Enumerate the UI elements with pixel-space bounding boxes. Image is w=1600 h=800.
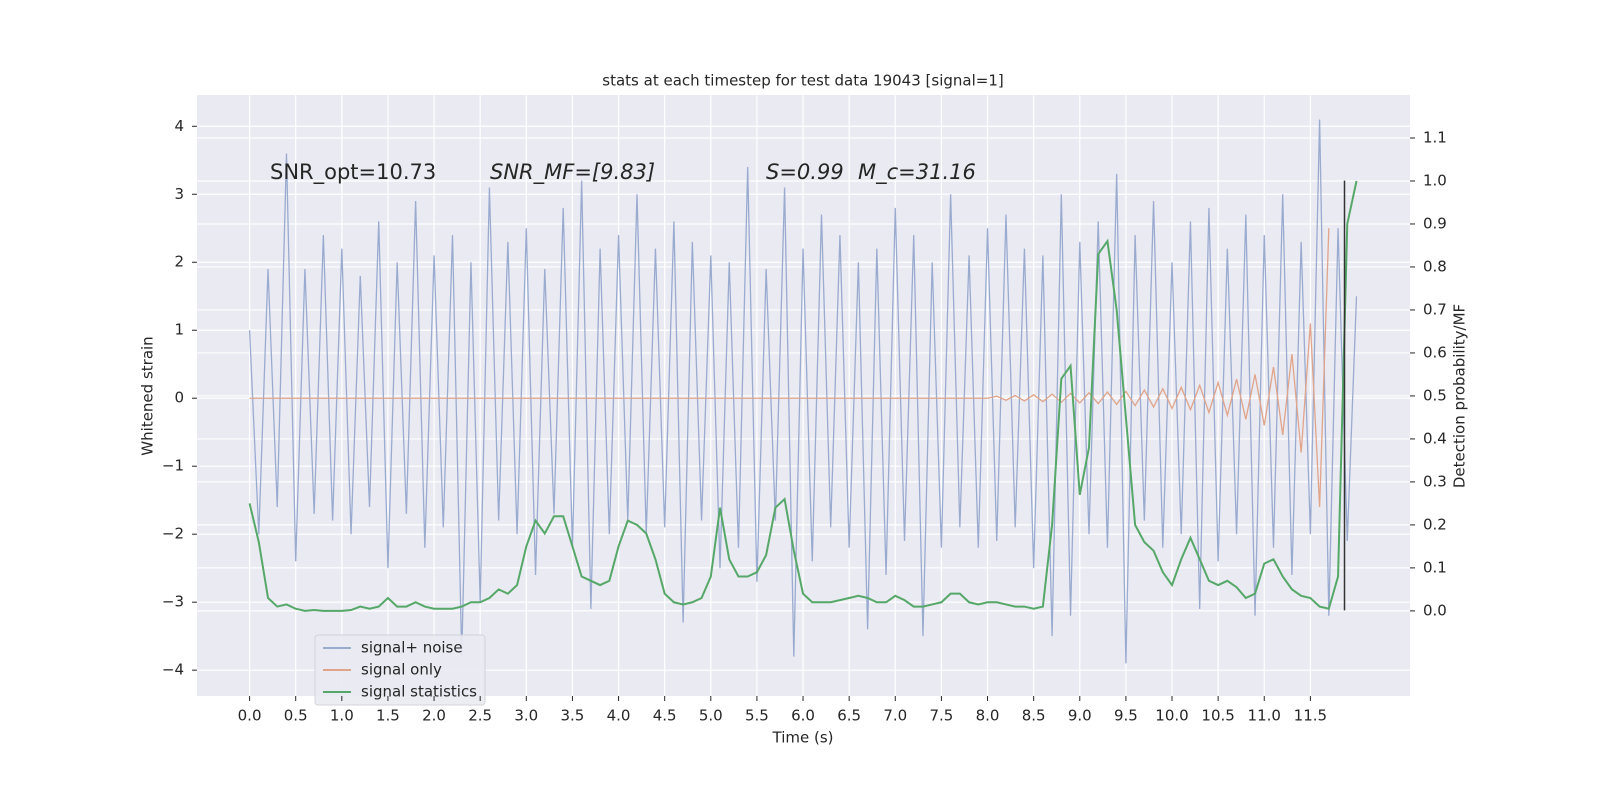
x-tick-label: 5.0 <box>699 707 723 725</box>
y2-tick-label: 0.5 <box>1423 386 1447 404</box>
y-tick-label: −2 <box>162 525 184 543</box>
x-tick-label: 1.0 <box>330 707 354 725</box>
legend: signal+ noise signal only signal statistic… <box>314 634 486 706</box>
x-tick-label: 0.0 <box>238 707 262 725</box>
x-axis-label: Time (s) <box>772 729 834 747</box>
x-tick-label: 1.5 <box>376 707 400 725</box>
x-tick-label: 9.0 <box>1068 707 1092 725</box>
x-tick-label: 4.0 <box>607 707 631 725</box>
y-tick-label: −3 <box>162 593 184 611</box>
legend-label: signal statistics <box>361 683 477 701</box>
marks <box>248 119 1358 664</box>
y2-tick-label: 0.2 <box>1423 515 1447 533</box>
x-tick-label: 3.0 <box>514 707 538 725</box>
x-tick-label: 10.0 <box>1155 707 1188 725</box>
y-tick-label: 0 <box>174 389 184 407</box>
x-tick-label: 10.5 <box>1201 707 1234 725</box>
legend-label: signal only <box>361 661 442 679</box>
x-tick-label: 6.0 <box>791 707 815 725</box>
y2-tick-label: 0.3 <box>1423 472 1447 490</box>
y-tick-label: −4 <box>162 661 184 679</box>
y2-tick-label: 0.4 <box>1423 429 1447 447</box>
y-axis-label: Whitened strain <box>139 336 157 455</box>
chart-title: stats at each timestep for test data 190… <box>602 72 1003 90</box>
x-tick-label: 8.5 <box>1022 707 1046 725</box>
x-tick-label: 2.5 <box>468 707 492 725</box>
y2-axis-label: Detection probability/MF <box>1451 304 1469 488</box>
y-tick-label: 4 <box>174 117 184 135</box>
x-tick-label: 7.0 <box>883 707 907 725</box>
legend-label: signal+ noise <box>361 639 463 657</box>
y-tick-label: 1 <box>174 321 184 339</box>
y2-tick-label: 0.8 <box>1423 257 1447 275</box>
y-tick-label: 3 <box>174 185 184 203</box>
annotation: S=0.99 <box>766 160 844 184</box>
y-tick-label: 2 <box>174 253 184 271</box>
x-tick-label: 3.5 <box>561 707 585 725</box>
x-tick-label: 6.5 <box>837 707 861 725</box>
y2-tick-label: 0.9 <box>1423 214 1447 232</box>
y2-tick-label: 1.0 <box>1423 171 1447 189</box>
y2-tick-label: 1.1 <box>1423 128 1447 146</box>
x-tick-label: 9.5 <box>1114 707 1138 725</box>
x-tick-label: 7.5 <box>929 707 953 725</box>
series-line <box>249 228 1330 508</box>
y2-tick-label: 0.0 <box>1423 601 1447 619</box>
annotation: SNR_opt=10.73 <box>270 160 436 185</box>
x-tick-label: 0.5 <box>284 707 308 725</box>
y2-tick-label: 0.6 <box>1423 343 1447 361</box>
series-line <box>248 180 1358 612</box>
x-tick-label: 11.5 <box>1294 707 1327 725</box>
legend-box <box>314 634 486 706</box>
series-line <box>248 119 1358 664</box>
x-tick-label: 8.0 <box>976 707 1000 725</box>
y-tick-label: −1 <box>162 457 184 475</box>
x-tick-label: 5.5 <box>745 707 769 725</box>
y2-tick-label: 0.7 <box>1423 300 1447 318</box>
x-tick-label: 4.5 <box>653 707 677 725</box>
x-tick-label: 11.0 <box>1248 707 1281 725</box>
annotation: M_c=31.16 <box>858 160 976 185</box>
x-tick-label: 2.0 <box>422 707 446 725</box>
y2-tick-label: 0.1 <box>1423 558 1447 576</box>
annotation: SNR_MF=[9.83] <box>490 160 655 185</box>
